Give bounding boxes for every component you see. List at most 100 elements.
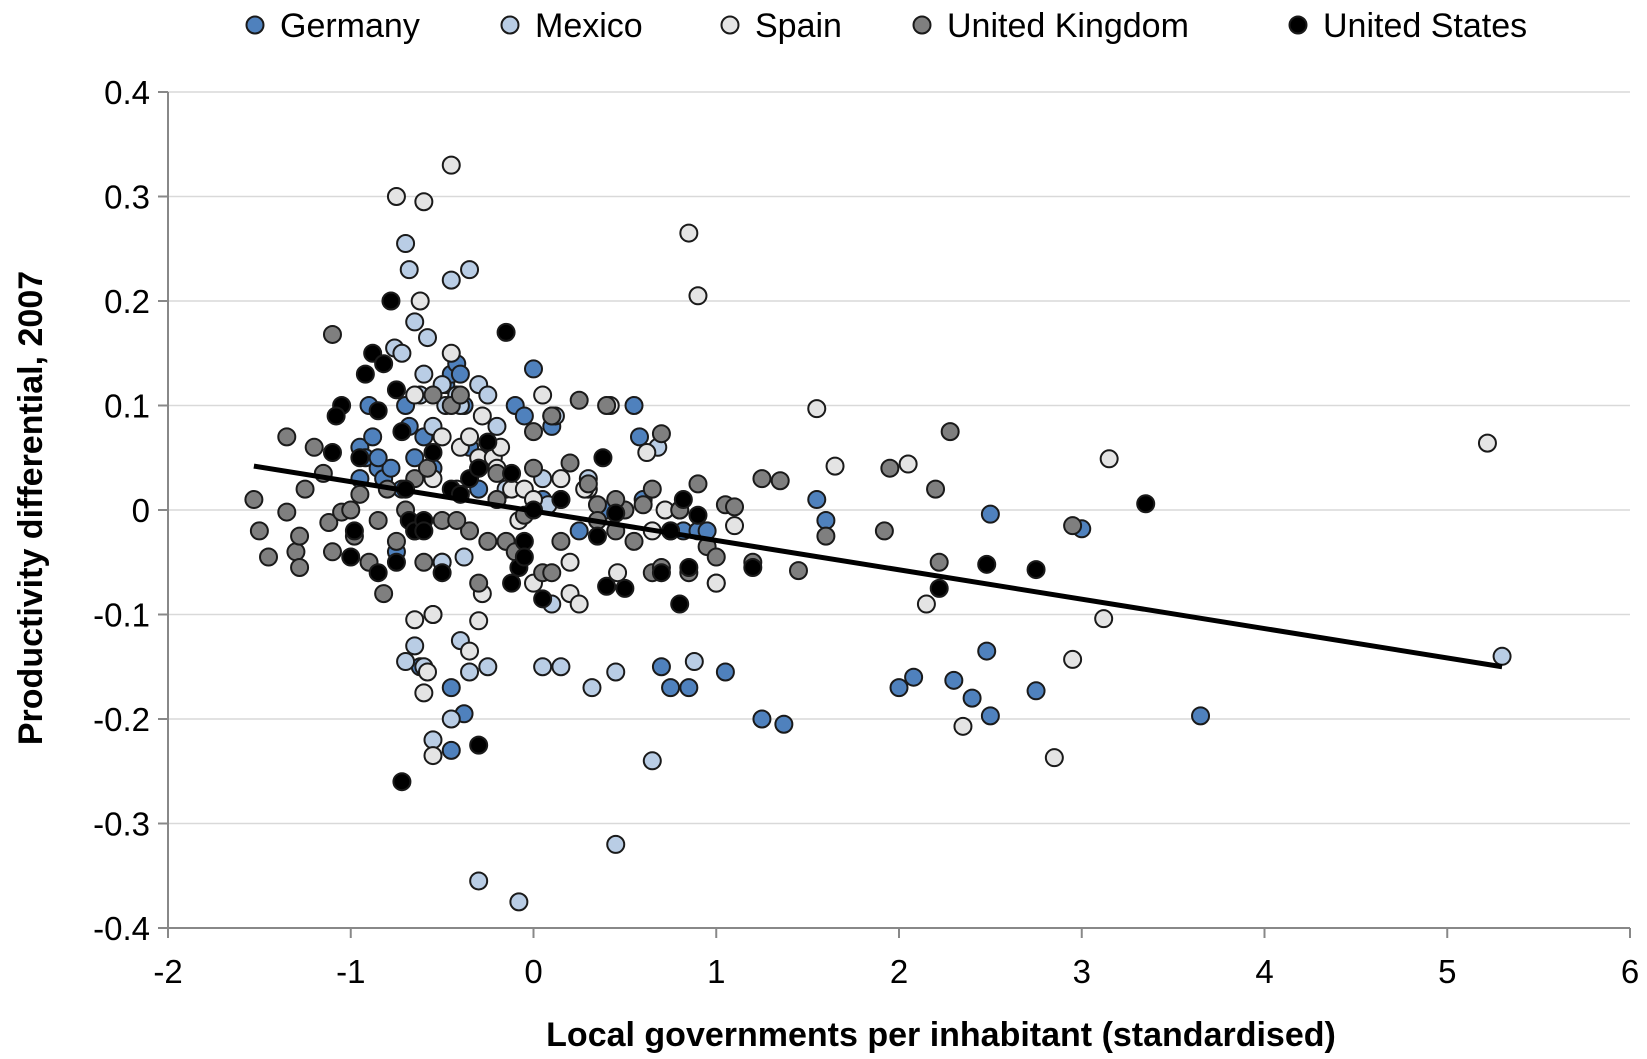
point-germany: [1026, 681, 1046, 701]
point-united-states: [341, 547, 361, 567]
point-spain: [423, 746, 443, 766]
axes: [158, 91, 1631, 938]
point-spain: [706, 573, 726, 593]
point-germany: [980, 706, 1000, 726]
point-mexico: [405, 636, 425, 656]
point-united-kingdom: [752, 469, 772, 489]
legend-marker-germany: [245, 15, 265, 35]
point-united-kingdom: [560, 453, 580, 473]
point-mexico: [533, 657, 553, 677]
point-spain: [560, 552, 580, 572]
point-mexico: [1492, 646, 1512, 666]
point-united-kingdom: [788, 561, 808, 581]
point-united-states: [355, 364, 375, 384]
point-united-states: [496, 322, 516, 342]
point-mexico: [441, 270, 461, 290]
point-spain: [410, 291, 430, 311]
point-germany: [524, 359, 543, 379]
y-tick-label: 0.1: [104, 388, 150, 425]
point-mexico: [405, 312, 425, 332]
legend-label-germany: Germany: [280, 7, 420, 45]
point-mexico: [642, 751, 662, 771]
point-united-kingdom: [295, 479, 315, 499]
point-united-kingdom: [418, 458, 438, 478]
point-spain: [1094, 609, 1114, 629]
point-united-states: [414, 521, 434, 541]
point-united-kingdom: [341, 500, 361, 520]
point-spain: [807, 399, 827, 419]
point-germany: [904, 667, 924, 687]
point-mexico: [469, 871, 489, 891]
point-united-states: [478, 432, 498, 452]
point-united-kingdom: [259, 547, 279, 567]
point-mexico: [414, 364, 434, 384]
point-united-kingdom: [770, 471, 790, 491]
point-united-states: [469, 735, 489, 755]
trendline-line: [253, 463, 1503, 670]
point-spain: [423, 605, 443, 624]
point-mexico: [441, 709, 461, 729]
point-united-kingdom: [816, 526, 836, 546]
point-united-kingdom: [368, 510, 388, 530]
point-united-kingdom: [386, 531, 406, 551]
point-united-states: [977, 554, 997, 574]
point-united-states: [593, 448, 613, 468]
point-germany: [889, 678, 909, 698]
point-germany: [441, 740, 461, 760]
point-germany: [944, 670, 964, 690]
point-united-states: [929, 578, 949, 598]
point-spain: [414, 683, 434, 703]
point-spain: [1477, 433, 1497, 453]
point-germany: [816, 510, 836, 530]
point-united-kingdom: [290, 557, 310, 577]
point-germany: [569, 521, 589, 541]
point-united-kingdom: [651, 424, 671, 444]
point-germany: [368, 448, 388, 468]
point-united-kingdom: [587, 495, 607, 515]
point-united-states: [392, 422, 412, 442]
point-united-kingdom: [569, 390, 589, 410]
point-united-kingdom: [926, 479, 946, 499]
point-united-states: [651, 563, 671, 583]
y-tick-label: -0.4: [93, 910, 150, 947]
y-tick-label: 0.2: [104, 283, 150, 320]
point-germany: [679, 678, 699, 698]
point-mexico: [460, 260, 480, 280]
point-germany: [629, 427, 649, 447]
point-mexico: [392, 343, 412, 363]
legend-marker-united-states: [1288, 15, 1308, 35]
x-tick-label: -2: [153, 953, 182, 990]
legend-marker-united-kingdom: [912, 15, 932, 35]
point-united-kingdom: [319, 513, 339, 533]
point-united-states: [514, 531, 534, 551]
legend-label-spain: Spain: [755, 7, 842, 45]
data-points: [244, 155, 1512, 912]
point-spain: [386, 187, 406, 206]
point-germany: [651, 657, 671, 677]
point-spain: [608, 563, 628, 583]
point-spain: [405, 385, 425, 405]
x-tick-label: -1: [336, 953, 365, 990]
point-mexico: [606, 662, 626, 682]
point-united-kingdom: [524, 422, 543, 442]
point-spain: [551, 469, 571, 489]
x-tick-label: 6: [1621, 953, 1639, 990]
point-spain: [472, 406, 492, 426]
legend: Germany Mexico Spain United Kingdom United S…: [245, 7, 1527, 45]
legend-marker-mexico: [500, 15, 520, 35]
y-axis-title: Productivity differential, 2007: [12, 271, 50, 745]
y-tick-label: -0.2: [93, 701, 150, 738]
y-tick-label: -0.1: [93, 597, 150, 634]
point-united-kingdom: [940, 422, 960, 442]
point-united-states: [368, 563, 388, 583]
point-united-kingdom: [374, 584, 394, 604]
point-mexico: [423, 730, 443, 750]
point-mexico: [606, 834, 626, 854]
legend-label-mexico: Mexico: [535, 7, 643, 45]
point-mexico: [684, 652, 704, 672]
point-united-kingdom: [290, 526, 310, 546]
point-germany: [962, 688, 982, 708]
point-spain: [460, 641, 480, 661]
y-tick-label: -0.3: [93, 806, 150, 843]
point-united-kingdom: [478, 531, 498, 551]
